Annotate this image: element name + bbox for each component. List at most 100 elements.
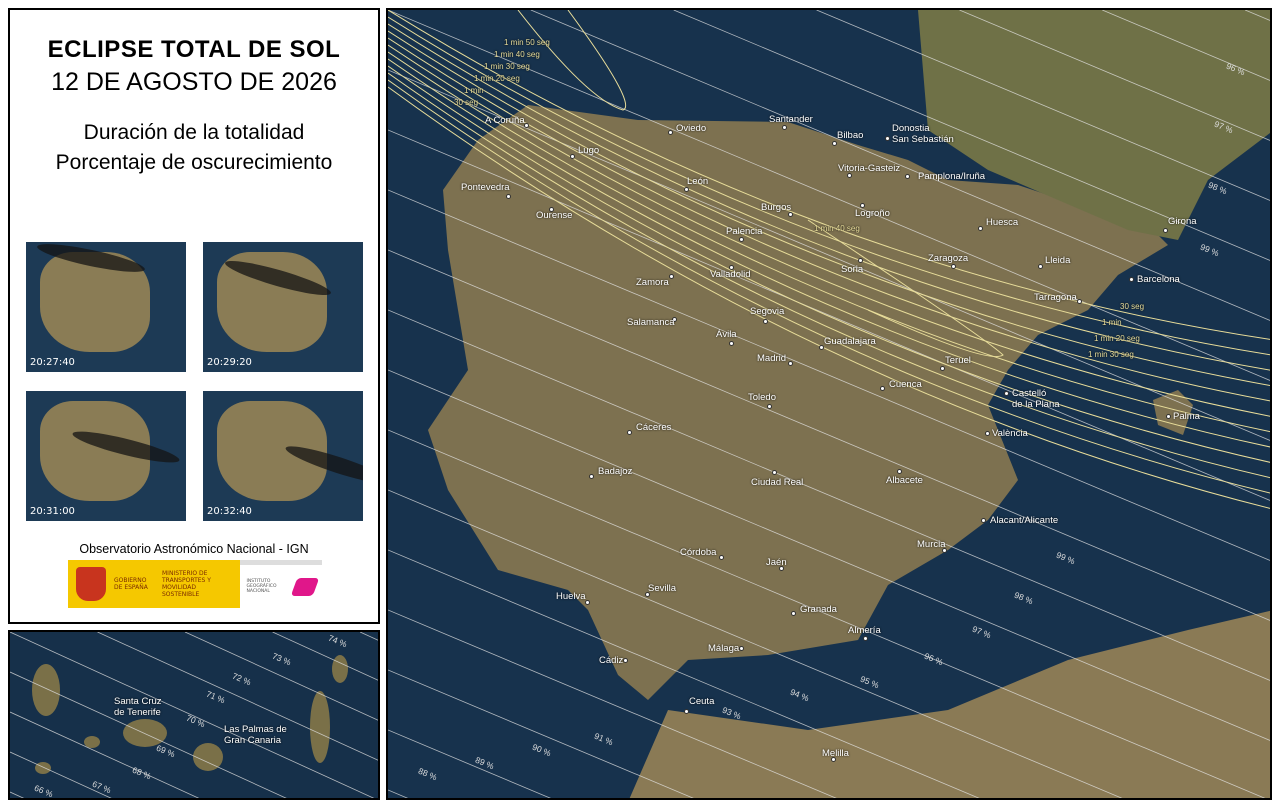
city-label: Tarragona [1034, 292, 1077, 303]
city-marker [763, 319, 768, 324]
city-label: Ávila [716, 329, 737, 340]
city-marker [585, 600, 590, 605]
city-label: Cuenca [889, 379, 922, 390]
thumbnail-time: 20:29:20 [207, 357, 252, 368]
totality-contour [517, 10, 627, 111]
logos: GOBIERNO DE ESPAÑA MINISTERIO DE TRANSPO… [68, 560, 322, 608]
city-label: Soria [841, 264, 864, 275]
island [193, 743, 223, 771]
city-label: Barcelona [1137, 274, 1180, 285]
city-label: Palencia [726, 226, 763, 237]
city-marker [767, 404, 772, 409]
city-label: Sevilla [648, 583, 676, 594]
duration-label: 1 min 30 seg [1088, 350, 1134, 359]
island [310, 691, 330, 763]
percentage-contour [530, 10, 1270, 321]
percentage-contour [10, 632, 375, 798]
totality-contour [807, 219, 1004, 358]
city-label: Vitoria-Gasteiz [838, 163, 901, 174]
north-africa [629, 610, 1270, 798]
city-label: Zamora [636, 277, 669, 288]
city-label: Málaga [708, 643, 740, 654]
totality-contour [388, 16, 1270, 356]
city-label: Burgos [761, 202, 792, 213]
title: ECLIPSE TOTAL DE SOL [47, 36, 341, 63]
percentage-contour [388, 129, 1270, 501]
city-marker [623, 658, 628, 663]
mallorca [1153, 390, 1193, 435]
city-marker [951, 264, 956, 269]
percentage-contour [673, 10, 1270, 261]
duration-label: 30 seg [1120, 302, 1145, 311]
city-label: Toledo [748, 392, 776, 403]
city-label: Granada [800, 604, 837, 615]
duration-label: 1 min [1102, 318, 1122, 327]
city-marker [729, 341, 734, 346]
city-marker [645, 592, 650, 597]
duration-label: 1 min 50 seg [504, 38, 550, 47]
city-marker [847, 173, 852, 178]
city-label: Logroño [855, 208, 890, 219]
map-graphics [388, 10, 1270, 798]
island [332, 655, 348, 683]
duration-label: 1 min 40 seg [814, 224, 860, 233]
city-marker [1163, 228, 1168, 233]
city-label: Madrid [757, 353, 787, 364]
city-marker [668, 130, 673, 135]
totality-contour [388, 72, 1270, 479]
totality-contour [388, 37, 1270, 402]
city-label: Castelló de la Plana [1012, 388, 1060, 410]
city-marker [1004, 391, 1009, 396]
city-label: Segovia [750, 306, 785, 317]
city-label: Ourense [536, 210, 573, 221]
city-marker [627, 430, 632, 435]
city-label: Las Palmas de Gran Canaria [224, 724, 287, 746]
duration-label: 1 min 20 seg [1094, 334, 1140, 343]
percentage-contour [816, 10, 1270, 201]
percentage-contour [388, 10, 1270, 381]
island [35, 762, 51, 774]
totality-contour [388, 58, 1270, 448]
thumbnail-time: 20:32:40 [207, 506, 252, 517]
city-marker [570, 154, 575, 159]
city-label: Jaén [766, 557, 787, 568]
ign-mark-icon [290, 577, 319, 596]
percentage-contour [388, 189, 1270, 561]
eclipse-date: 12 DE AGOSTO DE 2026 [51, 68, 337, 96]
city-label: Ceuta [689, 696, 715, 707]
city-marker [880, 386, 885, 391]
city-label: Valladolid [710, 269, 751, 280]
city-marker [719, 555, 724, 560]
city-marker [819, 345, 824, 350]
percentage-contour [388, 729, 551, 798]
city-marker [985, 431, 990, 436]
city-marker [788, 361, 793, 366]
thumbnail: 20:29:20 [203, 242, 363, 372]
percentage-contour [10, 751, 112, 798]
city-marker [729, 265, 734, 270]
percentage-contour [272, 632, 378, 681]
gobierno-logo: GOBIERNO DE ESPAÑA MINISTERIO DE TRANSPO… [68, 560, 240, 608]
city-label: Zaragoza [928, 253, 969, 264]
percentage-contour [1244, 10, 1270, 21]
thumbnail-time: 20:27:40 [30, 357, 75, 368]
iberia-map[interactable]: A Coruña Oviedo Santander Bilbao Donostia Sa… [386, 8, 1272, 800]
city-label: Córdoba [680, 547, 717, 558]
city-label: Lugo [578, 145, 600, 156]
city-label: Salamanca [627, 317, 675, 328]
city-label: Ciudad Real [751, 477, 804, 488]
city-label: Badajoz [598, 466, 633, 477]
percentage-contour [97, 632, 378, 761]
thumbnail: 20:32:40 [203, 391, 363, 521]
city-label: Cáceres [636, 422, 672, 433]
percentage-contour [388, 429, 1266, 798]
duration-label: 1 min 30 seg [484, 62, 530, 71]
city-marker [978, 226, 983, 231]
city-label: Pamplona/Iruña [918, 171, 986, 182]
city-label: Palma [1173, 411, 1200, 422]
city-label: Lleida [1045, 255, 1071, 266]
city-label: Murcia [917, 539, 946, 550]
thumbnail-time: 20:31:00 [30, 506, 75, 517]
totality-contour [388, 23, 1270, 371]
city-label: Santander [769, 114, 813, 125]
